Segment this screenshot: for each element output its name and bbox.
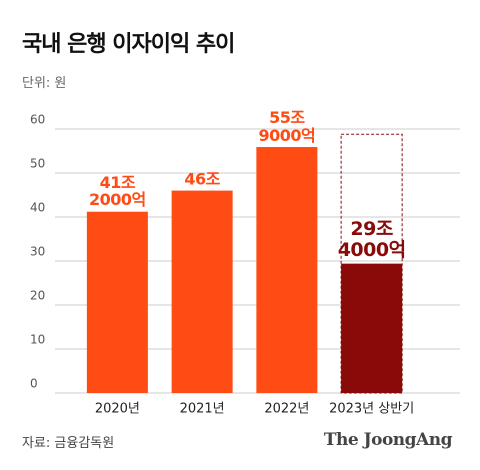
bar	[341, 263, 403, 393]
x-tick-label: 2021년	[180, 402, 225, 417]
y-tick-label: 60	[30, 113, 45, 127]
y-tick-label: 40	[30, 201, 45, 215]
y-tick-label: 10	[30, 333, 45, 347]
y-tick-label: 50	[30, 157, 45, 171]
source: 자료: 금융감독원	[22, 436, 115, 451]
bar	[171, 190, 233, 393]
bar	[86, 211, 148, 393]
x-tick-label: 2020년	[95, 402, 140, 417]
y-tick-label: 30	[30, 245, 45, 259]
y-tick-label: 20	[30, 289, 45, 303]
unit-label: 단위: 원	[22, 76, 67, 91]
logo: The JoongAng	[323, 430, 453, 450]
value-label: 29조 4000억	[337, 217, 406, 261]
x-tick-label: 2023년 상반기	[329, 402, 414, 417]
value-label: 41조 2000억	[88, 172, 146, 210]
y-tick-label: 0	[30, 377, 38, 391]
chart-title: 국내 은행 이자이익 추이	[22, 32, 235, 57]
value-label: 55조 9000억	[258, 107, 316, 145]
x-tick-label: 2022년	[264, 402, 309, 417]
value-label: 46조	[184, 169, 220, 188]
bar	[256, 147, 318, 393]
